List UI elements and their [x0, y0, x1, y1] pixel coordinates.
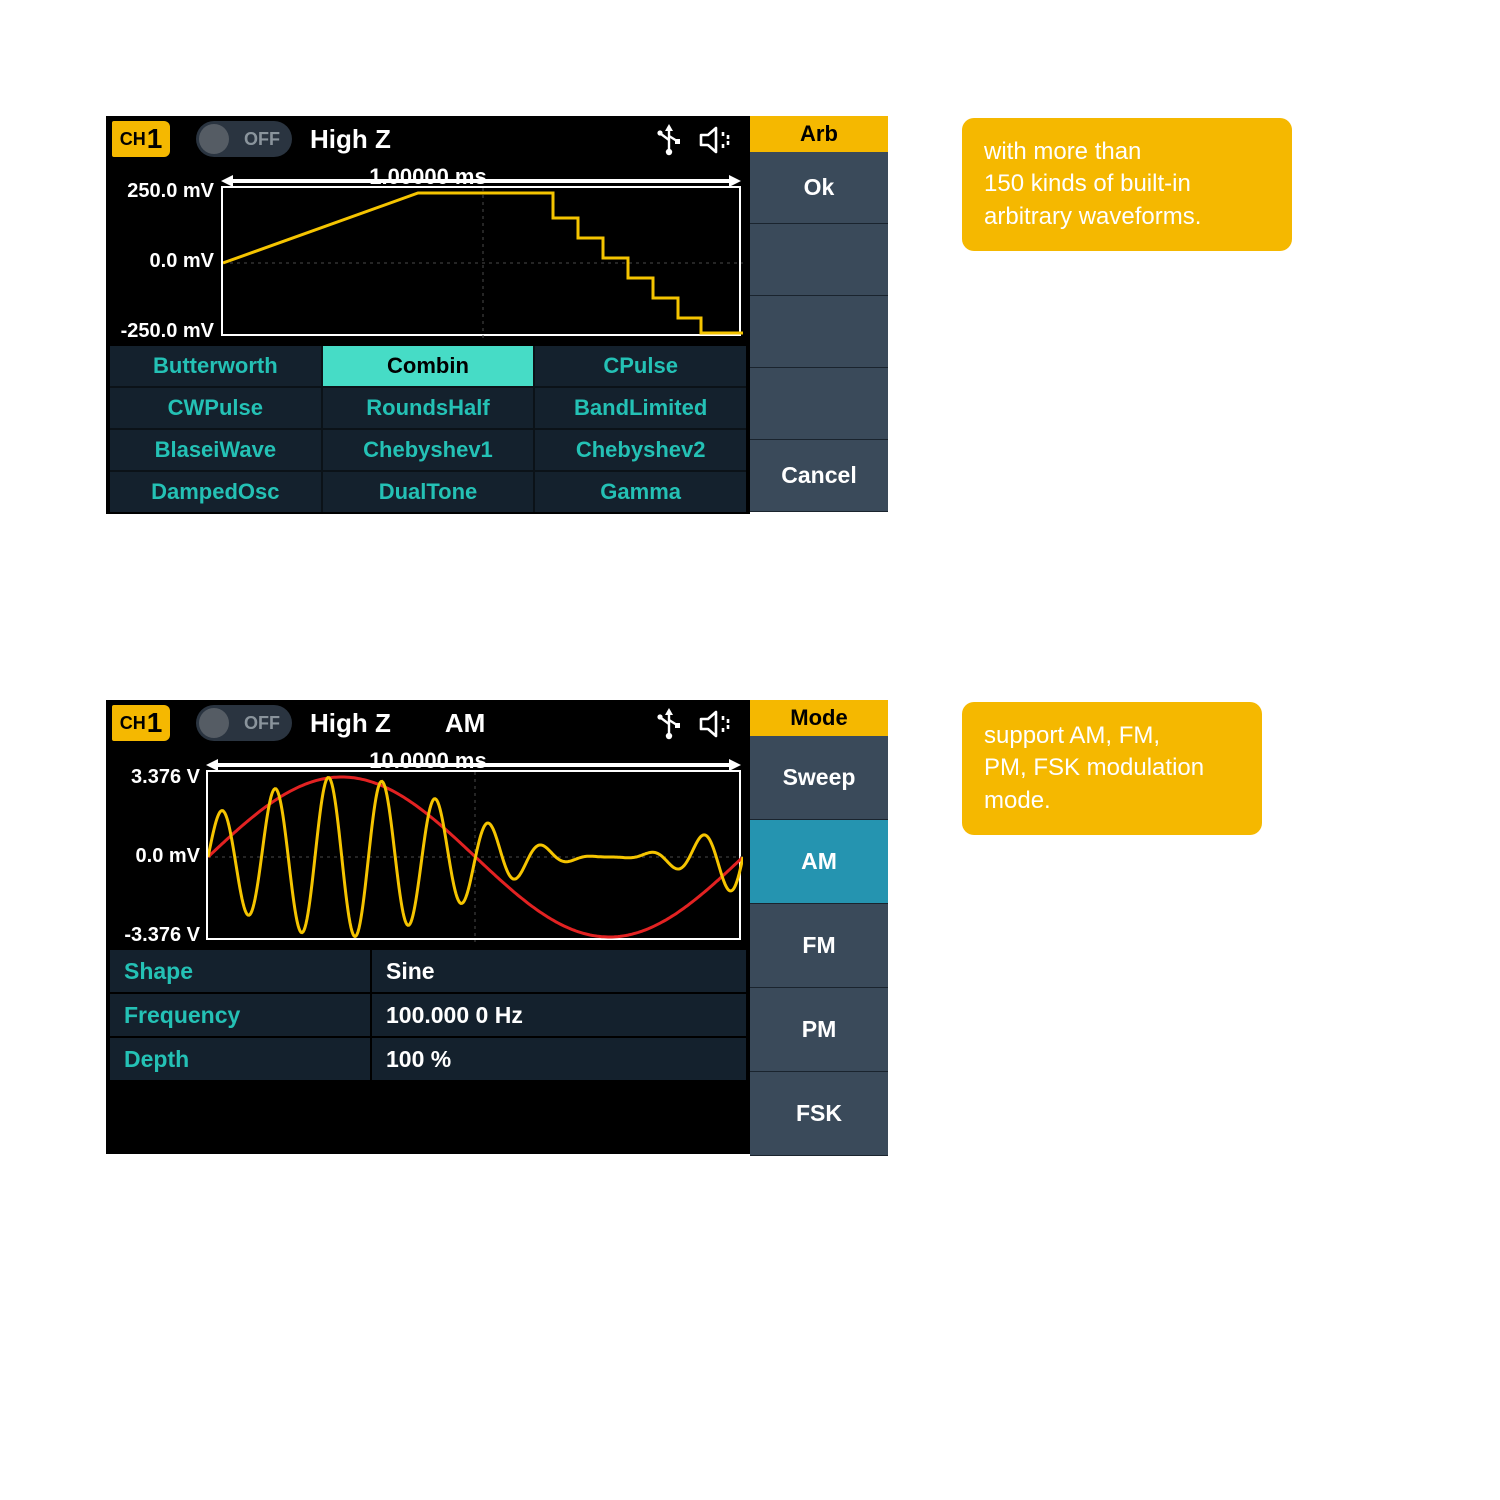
- waveform-name-cell[interactable]: Combin: [323, 346, 534, 386]
- channel-prefix: CH: [120, 129, 146, 150]
- sidemenu-header: Arb: [750, 116, 888, 152]
- waveform-name-cell[interactable]: BandLimited: [535, 388, 746, 428]
- sidemenu-arb: Arb Ok...Cancel: [750, 116, 888, 514]
- channel-prefix: CH: [120, 713, 146, 734]
- output-toggle[interactable]: OFF: [196, 121, 292, 157]
- param-row: Frequency100.000 0 Hz: [110, 994, 746, 1036]
- ylabel-top: 250.0 mV: [106, 180, 214, 203]
- param-label: Shape: [110, 950, 370, 992]
- waveform-name-cell[interactable]: RoundsHalf: [323, 388, 534, 428]
- callout-mode: support AM, FM,PM, FSK modulationmode.: [962, 702, 1262, 835]
- param-table: ShapeSineFrequency100.000 0 HzDepth100 %: [110, 950, 746, 1080]
- waveform-name-grid: ButterworthCombinCPulse CWPulseRoundsHalf…: [110, 346, 746, 512]
- plot-wave-svg: [223, 188, 743, 338]
- toggle-knob-icon: [199, 708, 229, 738]
- channel-badge[interactable]: CH 1: [112, 121, 170, 157]
- impedance-label: High Z: [310, 124, 391, 155]
- ylabel-top: 3.376 V: [106, 766, 200, 789]
- speaker-icon: [698, 708, 734, 740]
- sidemenu-header: Mode: [750, 700, 888, 736]
- topbar-icons: [654, 708, 734, 740]
- waveform-name-cell[interactable]: Butterworth: [110, 346, 321, 386]
- waveform-name-cell[interactable]: DualTone: [323, 472, 534, 512]
- waveform-name-cell[interactable]: BlaseiWave: [110, 430, 321, 470]
- ylabel-mid: 0.0 mV: [106, 845, 200, 868]
- sidemenu-item-fsk[interactable]: FSK: [750, 1072, 888, 1156]
- device-panel-mode: CH 1 OFF High Z AM: [106, 700, 888, 1156]
- channel-number: 1: [147, 707, 163, 739]
- param-value[interactable]: 100.000 0 Hz: [372, 994, 746, 1036]
- param-value[interactable]: Sine: [372, 950, 746, 992]
- sidemenu-item-am[interactable]: AM: [750, 820, 888, 904]
- channel-number: 1: [147, 123, 163, 155]
- toggle-text: OFF: [244, 713, 280, 734]
- param-value[interactable]: 100 %: [372, 1038, 746, 1080]
- sidemenu-mode: Mode SweepAMFMPMFSK: [750, 700, 888, 1156]
- toggle-knob-icon: [199, 124, 229, 154]
- param-row: Depth100 %: [110, 1038, 746, 1080]
- device-panel-arb: CH 1 OFF High Z: [106, 116, 888, 514]
- toggle-text: OFF: [244, 129, 280, 150]
- topbar-icons: [654, 124, 734, 156]
- waveform-name-cell[interactable]: Chebyshev2: [535, 430, 746, 470]
- callout-arb: with more than150 kinds of built-inarbit…: [962, 118, 1292, 251]
- speaker-icon: [698, 124, 734, 156]
- sidemenu-item-blank: .: [750, 296, 888, 368]
- sidemenu-item-ok[interactable]: Ok: [750, 152, 888, 224]
- output-toggle[interactable]: OFF: [196, 705, 292, 741]
- waveform-name-cell[interactable]: CWPulse: [110, 388, 321, 428]
- usb-icon: [654, 124, 684, 156]
- screen-mode: CH 1 OFF High Z AM: [106, 700, 750, 1154]
- sidemenu-item-fm[interactable]: FM: [750, 904, 888, 988]
- param-row: ShapeSine: [110, 950, 746, 992]
- sidemenu-item-blank: .: [750, 224, 888, 296]
- impedance-label: High Z: [310, 708, 391, 739]
- topbar-arb: CH 1 OFF High Z: [106, 116, 750, 162]
- param-label: Frequency: [110, 994, 370, 1036]
- plot-modulated-svg: [208, 772, 743, 942]
- ylabel-bot: -3.376 V: [106, 924, 200, 947]
- screen-arb: CH 1 OFF High Z: [106, 116, 750, 514]
- waveform-name-cell[interactable]: Chebyshev1: [323, 430, 534, 470]
- usb-icon: [654, 708, 684, 740]
- plot-box-arb: [221, 186, 741, 336]
- sidemenu-item-blank: .: [750, 368, 888, 440]
- param-label: Depth: [110, 1038, 370, 1080]
- ylabel-bot: -250.0 mV: [106, 320, 214, 343]
- channel-badge[interactable]: CH 1: [112, 705, 170, 741]
- sidemenu-item-sweep[interactable]: Sweep: [750, 736, 888, 820]
- plot-box-mode: [206, 770, 741, 940]
- waveform-name-cell[interactable]: DampedOsc: [110, 472, 321, 512]
- mode-label: AM: [445, 708, 485, 739]
- sidemenu-item-pm[interactable]: PM: [750, 988, 888, 1072]
- waveform-name-cell[interactable]: CPulse: [535, 346, 746, 386]
- topbar-mode: CH 1 OFF High Z AM: [106, 700, 750, 746]
- sidemenu-item-cancel[interactable]: Cancel: [750, 440, 888, 512]
- waveform-name-cell[interactable]: Gamma: [535, 472, 746, 512]
- ylabel-mid: 0.0 mV: [106, 250, 214, 273]
